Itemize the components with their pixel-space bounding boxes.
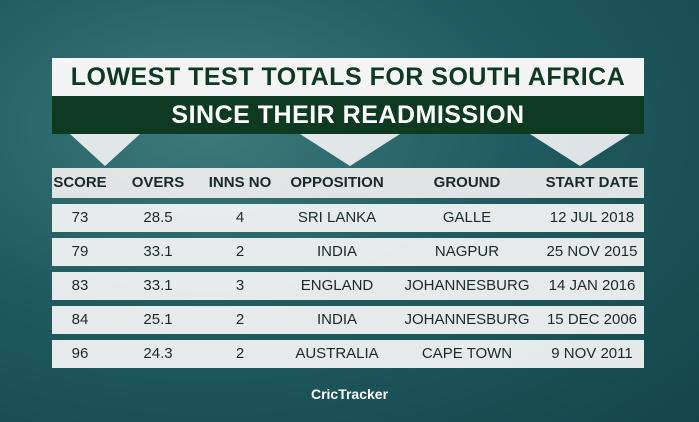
cell: 25 NOV 2015 [546,243,638,260]
cell: 28.5 [143,209,173,226]
cell: 14 JAN 2016 [548,277,636,294]
table-row: 83 33.1 3 ENGLAND JOHANNESBURG 14 JAN 2016 [52,272,644,300]
column-header: OPPOSITION [290,174,384,191]
cell: INDIA [316,243,358,260]
cell: 2 [235,311,245,328]
cell: 79 [71,243,89,260]
cell: 84 [71,311,89,328]
cell: INDIA [316,311,358,328]
column-header: SCORE [53,174,107,191]
column-header: OVERS [131,174,185,191]
table-row: 73 28.5 4 SRI LANKA GALLE 12 JUL 2018 [52,204,644,232]
table-row: 84 25.1 2 INDIA JOHANNESBURG 15 DEC 2006 [52,306,644,334]
cell: 96 [71,345,89,362]
subtitle: SINCE THEIR READMISSION [52,96,644,134]
header-row: SCORE OVERS INNS NO OPPOSITION GROUND START D… [52,168,644,198]
cell: 24.3 [143,345,173,362]
cell: SRI LANKA [297,209,377,226]
cell: GALLE [442,209,492,226]
column-header: INNS NO [208,174,272,191]
cell: JOHANNESBURG [404,311,530,328]
table-row: 96 24.3 2 AUSTRALIA CAPE TOWN 9 NOV 2011 [52,340,644,368]
cell: AUSTRALIA [295,345,379,362]
cell: 33.1 [143,243,173,260]
cell: 9 NOV 2011 [551,345,633,362]
cell: 15 DEC 2006 [546,311,638,328]
cell: 2 [235,345,245,362]
cell: JOHANNESBURG [404,277,530,294]
cell: 2 [235,243,245,260]
cell: 73 [71,209,89,226]
brand: CricTracker [310,386,389,402]
column-header: GROUND [433,174,501,191]
title: LOWEST TEST TOTALS FOR SOUTH AFRICA [52,58,644,96]
cell: 12 JUL 2018 [549,209,635,226]
cell: 83 [71,277,89,294]
cell: 3 [235,277,245,294]
cell: ENGLAND [300,277,374,294]
cell: 4 [235,209,245,226]
cell: 33.1 [143,277,173,294]
cell: NAGPUR [434,243,500,260]
table-row: 79 33.1 2 INDIA NAGPUR 25 NOV 2015 [52,238,644,266]
cell: 25.1 [143,311,173,328]
cell: CAPE TOWN [421,345,513,362]
column-header: START DATE [545,174,639,191]
